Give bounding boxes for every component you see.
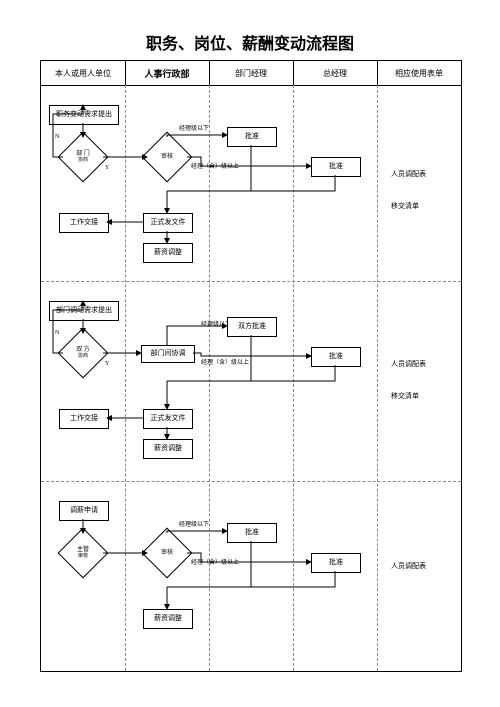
s2-coord: 部门间协调: [141, 345, 195, 363]
row-dash-1: [41, 281, 461, 282]
s2-N: N: [55, 330, 59, 336]
s3-decA-sub: 审核: [78, 554, 88, 559]
s1-decA-sub: 协商: [78, 158, 88, 163]
s3-approve-gm: 批准: [311, 553, 361, 573]
s2-start: 部门调动需求提出: [49, 301, 119, 321]
s1-issue: 正式发文件: [143, 213, 193, 233]
s2-Y: Y: [105, 361, 109, 367]
diagram-frame: 本人或用人单位 人事行政部 部门经理 总经理 相应使用表单 职务变动需求提出 部…: [40, 60, 462, 672]
s1-below: 经理级以下: [179, 123, 209, 132]
s3-note1: 人员调配表: [391, 561, 426, 571]
s3-start: 调薪申请: [59, 501, 109, 521]
s3-decision-audit: 审核: [149, 535, 185, 571]
s3-salary: 薪资调整: [143, 609, 193, 629]
s1-decB-label: 审核: [161, 154, 173, 160]
col-header-3: 部门经理: [209, 61, 293, 85]
s1-approve-gm: 批准: [311, 157, 361, 177]
col-header-2: 人事行政部: [125, 61, 209, 85]
s1-note1: 人员调配表: [391, 169, 426, 179]
col-dash-1: [125, 85, 126, 671]
s2-approve-gm: 批准: [311, 347, 361, 367]
s1-start: 职务变动需求提出: [49, 105, 119, 125]
s2-note2: 移交清单: [391, 391, 419, 401]
s2-approve-mgr: 双方批准: [227, 317, 277, 337]
page-title: 职务、岗位、薪酬变动流程图: [0, 30, 500, 54]
s1-note2: 移交清单: [391, 201, 419, 211]
s1-decision-dept: 部 门协商: [65, 139, 101, 175]
s2-issue: 正式发文件: [143, 409, 193, 429]
s1-Y: Y: [105, 165, 109, 171]
row-dash-2: [41, 481, 461, 482]
col-dash-2: [209, 85, 210, 671]
s1-above: 经理（含）级以上: [191, 161, 239, 170]
s2-note1: 人员调配表: [391, 359, 426, 369]
page: 职务、岗位、薪酬变动流程图 本人或用人单位 人事行政部 部门经理 总经理 相应使…: [0, 0, 500, 707]
s1-handover: 工作交接: [59, 213, 109, 233]
s2-above: 经理（含）级以上: [201, 357, 249, 366]
s3-above: 经理（含）级以上: [191, 557, 239, 566]
col-header-1: 本人或用人单位: [41, 61, 125, 85]
s3-decision-sup: 主管审核: [65, 535, 101, 571]
col-header-5: 相应使用表单: [377, 61, 461, 85]
s1-N: N: [55, 134, 59, 140]
s1-decision-audit: 审核: [149, 139, 185, 175]
col-dash-4: [377, 85, 378, 671]
s3-approve-mgr: 批准: [227, 523, 277, 543]
s3-below: 经理级以下: [179, 519, 209, 528]
s2-decision: 双 方协商: [65, 335, 101, 371]
header-vline-1: [125, 61, 126, 85]
s2-salary: 薪资调整: [143, 439, 193, 459]
header-vline-3: [293, 61, 294, 85]
s1-salary: 薪资调整: [143, 243, 193, 263]
s3-decB-label: 审核: [161, 550, 173, 556]
col-header-4: 总经理: [293, 61, 377, 85]
s2-handover: 工作交接: [59, 409, 109, 429]
s2-decA-sub: 协商: [78, 354, 88, 359]
header-row: 本人或用人单位 人事行政部 部门经理 总经理 相应使用表单: [41, 61, 461, 86]
col-dash-3: [293, 85, 294, 671]
s1-approve-mgr: 批准: [227, 127, 277, 147]
header-vline-4: [377, 61, 378, 85]
header-vline-2: [209, 61, 210, 85]
